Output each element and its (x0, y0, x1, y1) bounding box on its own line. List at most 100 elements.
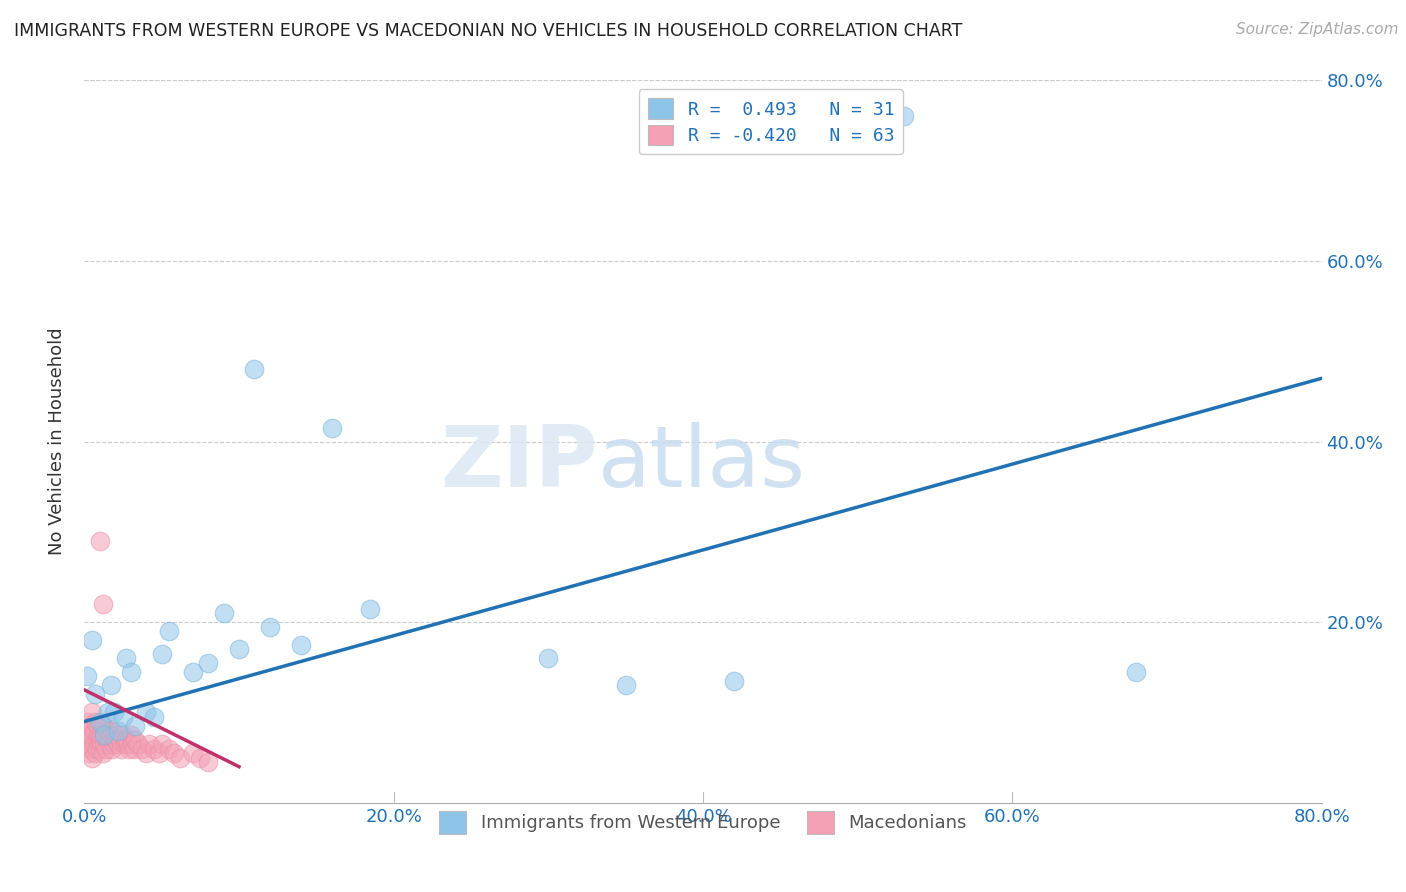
Point (101, 723, 124, 738)
Point (90, 728, 112, 742)
Point (91, 719, 114, 733)
Point (143, 741, 166, 756)
Point (86, 732, 108, 747)
Point (243, 362, 266, 376)
Point (82, 706, 104, 720)
Point (159, 741, 180, 756)
Point (120, 728, 142, 742)
Point (360, 601, 382, 615)
Text: Source: ZipAtlas.com: Source: ZipAtlas.com (1236, 22, 1399, 37)
Point (197, 656, 219, 670)
Point (163, 746, 186, 760)
Point (75, 723, 97, 738)
Point (103, 737, 125, 751)
Point (105, 728, 128, 742)
Point (124, 719, 146, 733)
Point (114, 737, 136, 751)
Point (91, 597, 114, 611)
Point (82, 633, 104, 648)
Point (82, 750, 104, 764)
Point (181, 665, 204, 679)
Point (181, 746, 204, 760)
Point (290, 638, 312, 652)
Text: atlas: atlas (598, 422, 806, 505)
Point (79, 719, 101, 733)
Point (77, 732, 100, 747)
Point (138, 737, 160, 751)
Point (188, 750, 212, 764)
Point (1125, 665, 1147, 679)
Point (96, 706, 118, 720)
Point (150, 737, 173, 751)
Point (118, 741, 141, 756)
Point (91, 746, 114, 760)
Point (148, 746, 170, 760)
Point (122, 741, 145, 756)
Point (90, 737, 112, 751)
Point (77, 746, 100, 760)
Point (135, 706, 157, 720)
Point (87, 728, 110, 742)
Point (76, 737, 98, 751)
Point (115, 732, 138, 747)
Point (103, 706, 125, 720)
Point (89, 741, 111, 756)
Point (169, 750, 191, 764)
Point (321, 421, 343, 435)
Point (124, 732, 146, 747)
Point (127, 737, 149, 751)
Point (79, 741, 101, 756)
Legend: Immigrants from Western Europe, Macedonians: Immigrants from Western Europe, Macedoni… (432, 805, 974, 841)
Point (86, 741, 108, 756)
Point (614, 678, 637, 692)
Point (89, 732, 111, 747)
Point (117, 737, 139, 751)
Point (96, 732, 118, 747)
Point (76, 714, 98, 729)
Point (84, 714, 107, 729)
Point (110, 741, 132, 756)
Point (84, 687, 107, 701)
Point (121, 737, 143, 751)
Point (83, 737, 105, 751)
Point (107, 723, 129, 738)
Point (101, 741, 124, 756)
Point (104, 732, 127, 747)
Point (197, 755, 219, 769)
Point (87, 719, 110, 733)
Y-axis label: No Vehicles in Household: No Vehicles in Household (48, 327, 66, 556)
Point (112, 710, 135, 724)
Point (131, 741, 153, 756)
Point (96, 723, 118, 738)
Point (723, 673, 745, 688)
Point (108, 732, 131, 747)
Point (120, 665, 142, 679)
Point (98, 737, 121, 751)
Point (100, 678, 122, 692)
Point (100, 728, 122, 742)
Point (107, 737, 129, 751)
Point (94, 741, 117, 756)
Point (150, 647, 173, 661)
Point (135, 746, 157, 760)
Point (89, 714, 111, 729)
Point (112, 728, 135, 742)
Text: IMMIGRANTS FROM WESTERN EUROPE VS MACEDONIAN NO VEHICLES IN HOUSEHOLD CORRELATIO: IMMIGRANTS FROM WESTERN EUROPE VS MACEDO… (14, 22, 963, 40)
Point (93, 728, 115, 742)
Point (93, 737, 115, 751)
Point (537, 651, 560, 665)
Point (259, 620, 281, 634)
Point (893, 109, 915, 123)
Point (143, 710, 166, 724)
Point (228, 642, 250, 657)
Point (159, 624, 180, 639)
Point (89, 533, 111, 548)
Point (83, 723, 105, 738)
Point (82, 728, 104, 742)
Point (212, 606, 235, 620)
Point (93, 728, 115, 742)
Point (115, 651, 138, 665)
Point (76, 669, 98, 683)
Text: ZIP: ZIP (440, 422, 598, 505)
Point (84, 746, 107, 760)
